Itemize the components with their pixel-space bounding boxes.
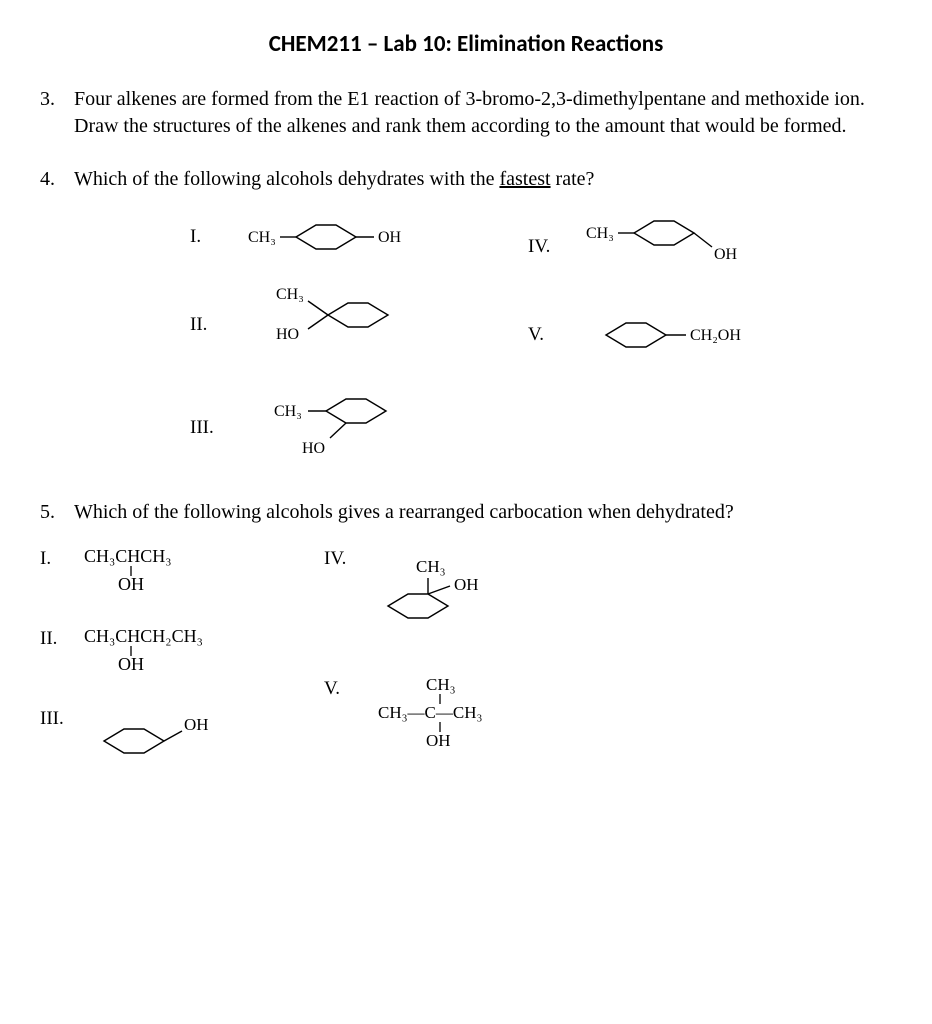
q4-label-iv: IV. — [528, 234, 558, 260]
q4-label-v: V. — [528, 322, 558, 348]
q4-text-underlined: fastest — [499, 168, 550, 190]
q5-label-iv: IV. — [324, 546, 354, 572]
question-5: 5. Which of the following alcohols gives… — [40, 499, 892, 776]
q4-option-iv: IV. CH₃ OH — [528, 207, 776, 287]
q5-structure-iv: CH₃ OH — [368, 546, 528, 646]
q4-structure-v: CH₂OH — [576, 305, 776, 365]
page-title: CHEM211 – Lab 10: Elimination Reactions — [40, 30, 892, 58]
q5-structures: I. CH₃CHCH₃ OH II. CH₃CHCH₂CH₃ OH III. — [40, 546, 892, 776]
q3-text: Four alkenes are formed from the E1 reac… — [74, 86, 892, 140]
svg-text:CH₃CHCH₃: CH₃CHCH₃ — [84, 546, 172, 566]
svg-text:CH₃: CH₃ — [426, 676, 456, 694]
q5-text: Which of the following alcohols gives a … — [74, 499, 892, 526]
q5-option-iv: IV. CH₃ OH — [324, 546, 538, 646]
svg-text:CH₃CHCH₂CH₃: CH₃CHCH₂CH₃ — [84, 626, 203, 646]
q5-label-v: V. — [324, 676, 354, 702]
q4-label-iii: III. — [190, 415, 220, 441]
q4-number: 4. — [40, 166, 74, 193]
q5-option-v: V. CH₃ CH₃—C—CH₃ OH — [324, 676, 538, 756]
q4-text: Which of the following alcohols dehydrat… — [74, 166, 892, 193]
svg-text:OH: OH — [378, 229, 402, 246]
svg-text:HO: HO — [302, 440, 325, 457]
q4-structure-i: CH₃ OH — [238, 207, 438, 267]
q4-label-ii: II. — [190, 312, 220, 338]
q4-label-i: I. — [190, 224, 220, 250]
q5-number: 5. — [40, 499, 74, 526]
q4-structure-iv: CH₃ OH — [576, 207, 766, 287]
q3-number: 3. — [40, 86, 74, 140]
q4-structure-iii: CH₃ HO — [238, 383, 408, 473]
svg-text:OH: OH — [184, 715, 209, 734]
svg-text:OH: OH — [454, 575, 479, 594]
q5-option-i: I. CH₃CHCH₃ OH — [40, 546, 254, 596]
q5-label-i: I. — [40, 546, 70, 572]
svg-text:CH₃—C—CH₃: CH₃—C—CH₃ — [378, 703, 482, 722]
svg-text:CH₃: CH₃ — [416, 557, 446, 576]
q4-text-before: Which of the following alcohols dehydrat… — [74, 168, 499, 190]
svg-text:OH: OH — [118, 574, 144, 594]
q5-label-ii: II. — [40, 626, 70, 652]
q5-option-ii: II. CH₃CHCH₂CH₃ OH — [40, 626, 254, 676]
q5-structure-iii: OH — [84, 706, 244, 776]
svg-text:OH: OH — [426, 731, 451, 750]
svg-text:CH₃: CH₃ — [274, 403, 302, 420]
svg-text:OH: OH — [714, 246, 738, 263]
svg-text:HO: HO — [276, 326, 299, 343]
svg-text:CH₃: CH₃ — [248, 229, 276, 246]
svg-text:CH₃: CH₃ — [586, 225, 614, 242]
q4-option-v: V. CH₂OH — [528, 305, 776, 365]
question-3: 3. Four alkenes are formed from the E1 r… — [40, 86, 892, 140]
q5-option-iii: III. OH — [40, 706, 254, 776]
q5-structure-v: CH₃ CH₃—C—CH₃ OH — [368, 676, 538, 756]
q4-option-ii: II. CH₃ HO — [190, 285, 438, 365]
svg-text:OH: OH — [118, 654, 144, 674]
svg-text:CH₂OH: CH₂OH — [690, 327, 741, 344]
q4-option-iii: III. CH₃ HO — [190, 383, 438, 473]
q5-structure-ii: CH₃CHCH₂CH₃ OH — [84, 626, 254, 676]
svg-text:CH₃: CH₃ — [276, 286, 304, 303]
q4-structure-ii: CH₃ HO — [238, 285, 408, 365]
question-4: 4. Which of the following alcohols dehyd… — [40, 166, 892, 473]
q5-label-iii: III. — [40, 706, 70, 732]
q4-option-i: I. CH₃ OH — [190, 207, 438, 267]
q5-structure-i: CH₃CHCH₃ OH — [84, 546, 224, 596]
q4-text-after: rate? — [551, 168, 595, 190]
q4-structures: I. CH₃ OH II. — [190, 207, 892, 473]
